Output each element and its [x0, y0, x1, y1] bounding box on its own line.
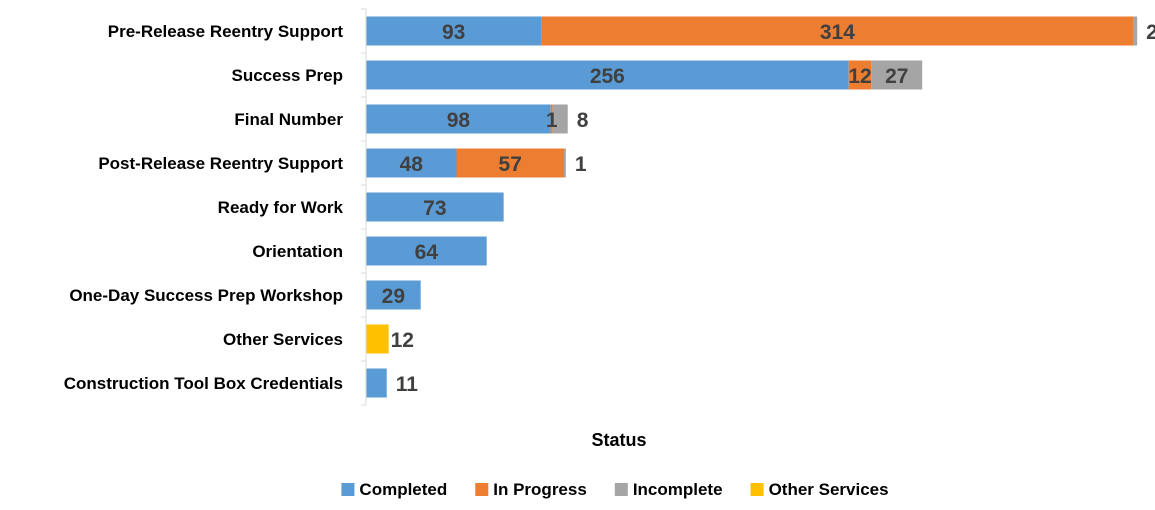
- legend-swatch: [750, 483, 764, 496]
- data-label: 73: [423, 197, 446, 220]
- category-label: Other Services: [223, 330, 343, 349]
- bar-segment: [366, 192, 504, 222]
- data-label: 27: [885, 65, 908, 88]
- legend-label: In Progress: [493, 480, 587, 499]
- x-axis-title: Status: [591, 430, 646, 450]
- bar-segment: [871, 60, 923, 90]
- legend-item: Completed: [341, 480, 447, 499]
- legend-label: Completed: [359, 480, 447, 499]
- bar-segment: [366, 148, 457, 178]
- category-label: Orientation: [252, 242, 343, 261]
- data-label: 12: [848, 65, 871, 88]
- data-label: 98: [447, 109, 471, 132]
- category-label: Final Number: [234, 110, 343, 129]
- bar-segment: [366, 104, 551, 134]
- data-label: 256: [590, 65, 625, 88]
- data-label: 2: [1146, 21, 1155, 44]
- category-label: Construction Tool Box Credentials: [64, 374, 343, 393]
- data-label: 64: [415, 241, 439, 264]
- bar-segment: [366, 60, 849, 90]
- legend-label: Incomplete: [633, 480, 723, 499]
- category-label: One-Day Success Prep Workshop: [69, 286, 343, 305]
- data-label: 93: [442, 21, 465, 44]
- category-label: Pre-Release Reentry Support: [108, 22, 344, 41]
- data-label: 1: [546, 109, 558, 132]
- bar-segment: [848, 60, 872, 90]
- bar-segment: [366, 236, 487, 266]
- bar-segment: [563, 148, 566, 178]
- data-label: 314: [820, 21, 855, 44]
- data-label: 1: [575, 153, 587, 176]
- bar-segment: [541, 16, 1134, 46]
- axis-ticks: [361, 8, 366, 406]
- bar-segment: [1133, 16, 1138, 46]
- data-label: 12: [391, 329, 414, 352]
- bar-segment: [550, 104, 553, 134]
- legend-swatch: [614, 483, 628, 496]
- category-label: Post-Release Reentry Support: [98, 154, 343, 173]
- legend-item: In Progress: [475, 480, 587, 499]
- bars-layer: [366, 16, 1138, 398]
- data-label: 29: [382, 285, 405, 308]
- legend-item: Incomplete: [614, 480, 723, 499]
- legend-label: Other Services: [769, 480, 889, 499]
- legend-swatch: [341, 483, 355, 496]
- bar-segment: [366, 368, 387, 398]
- bar-segment: [552, 104, 568, 134]
- data-label: 48: [400, 153, 424, 176]
- data-label: 8: [577, 109, 589, 132]
- data-label: 57: [499, 153, 522, 176]
- category-label: Ready for Work: [218, 198, 344, 217]
- bar-segment: [366, 324, 389, 354]
- bar-segment: [456, 148, 564, 178]
- legend: Completed In Progress Incomplete Other Serv…: [341, 480, 889, 499]
- bar-segment: [366, 280, 421, 310]
- category-label: Success Prep: [231, 66, 343, 85]
- data-label: 11: [396, 373, 419, 396]
- legend-swatch: [475, 483, 489, 496]
- bar-segment: [366, 16, 542, 46]
- category-labels: Pre-Release Reentry Support Success Prep F…: [64, 22, 344, 393]
- legend-item: Other Services: [750, 480, 889, 499]
